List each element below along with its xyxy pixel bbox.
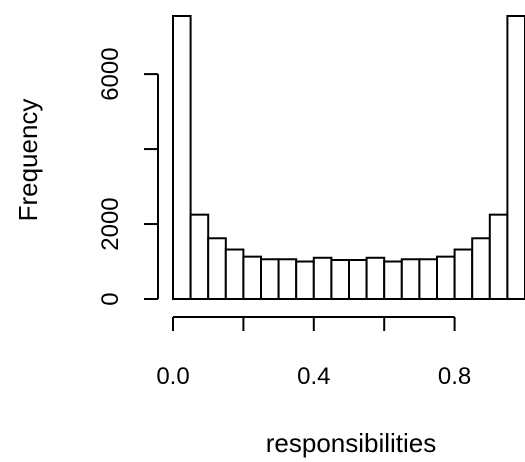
histogram-bar: [277, 258, 298, 300]
y-axis: 0 2000 6000: [97, 47, 159, 306]
histogram-bar: [418, 258, 438, 300]
x-tick-label: 0.4: [297, 363, 330, 390]
histogram-bar: [189, 213, 210, 300]
histogram-bar: [172, 15, 192, 300]
x-axis: 0.0 0.4 0.8: [156, 316, 471, 390]
histogram-bar: [330, 259, 350, 300]
histogram-bar: [471, 237, 491, 301]
x-axis-title: responsibilities: [266, 428, 437, 458]
histogram-bar: [506, 15, 525, 300]
histogram-bar: [260, 258, 280, 300]
histogram-bar: [207, 237, 227, 301]
x-tick-label: 0.0: [156, 363, 189, 390]
histogram-bar: [242, 255, 262, 300]
x-tick-label: 0.8: [438, 363, 471, 390]
histogram-bar: [224, 248, 245, 300]
y-axis-title: Frequency: [13, 99, 43, 222]
histogram-bar: [295, 260, 315, 301]
histogram-bar: [400, 258, 421, 300]
histogram-bar: [488, 213, 509, 300]
bars-group: [172, 15, 525, 301]
y-tick-label: 2000: [97, 197, 124, 250]
histogram-bar: [365, 256, 386, 301]
y-tick-label: 0: [97, 292, 124, 305]
histogram-bar: [348, 259, 368, 300]
histogram-bar: [436, 255, 456, 300]
histogram-bar: [453, 248, 474, 300]
y-tick-label: 6000: [97, 47, 124, 100]
histogram-bar: [383, 260, 403, 301]
histogram-bar: [312, 256, 333, 301]
